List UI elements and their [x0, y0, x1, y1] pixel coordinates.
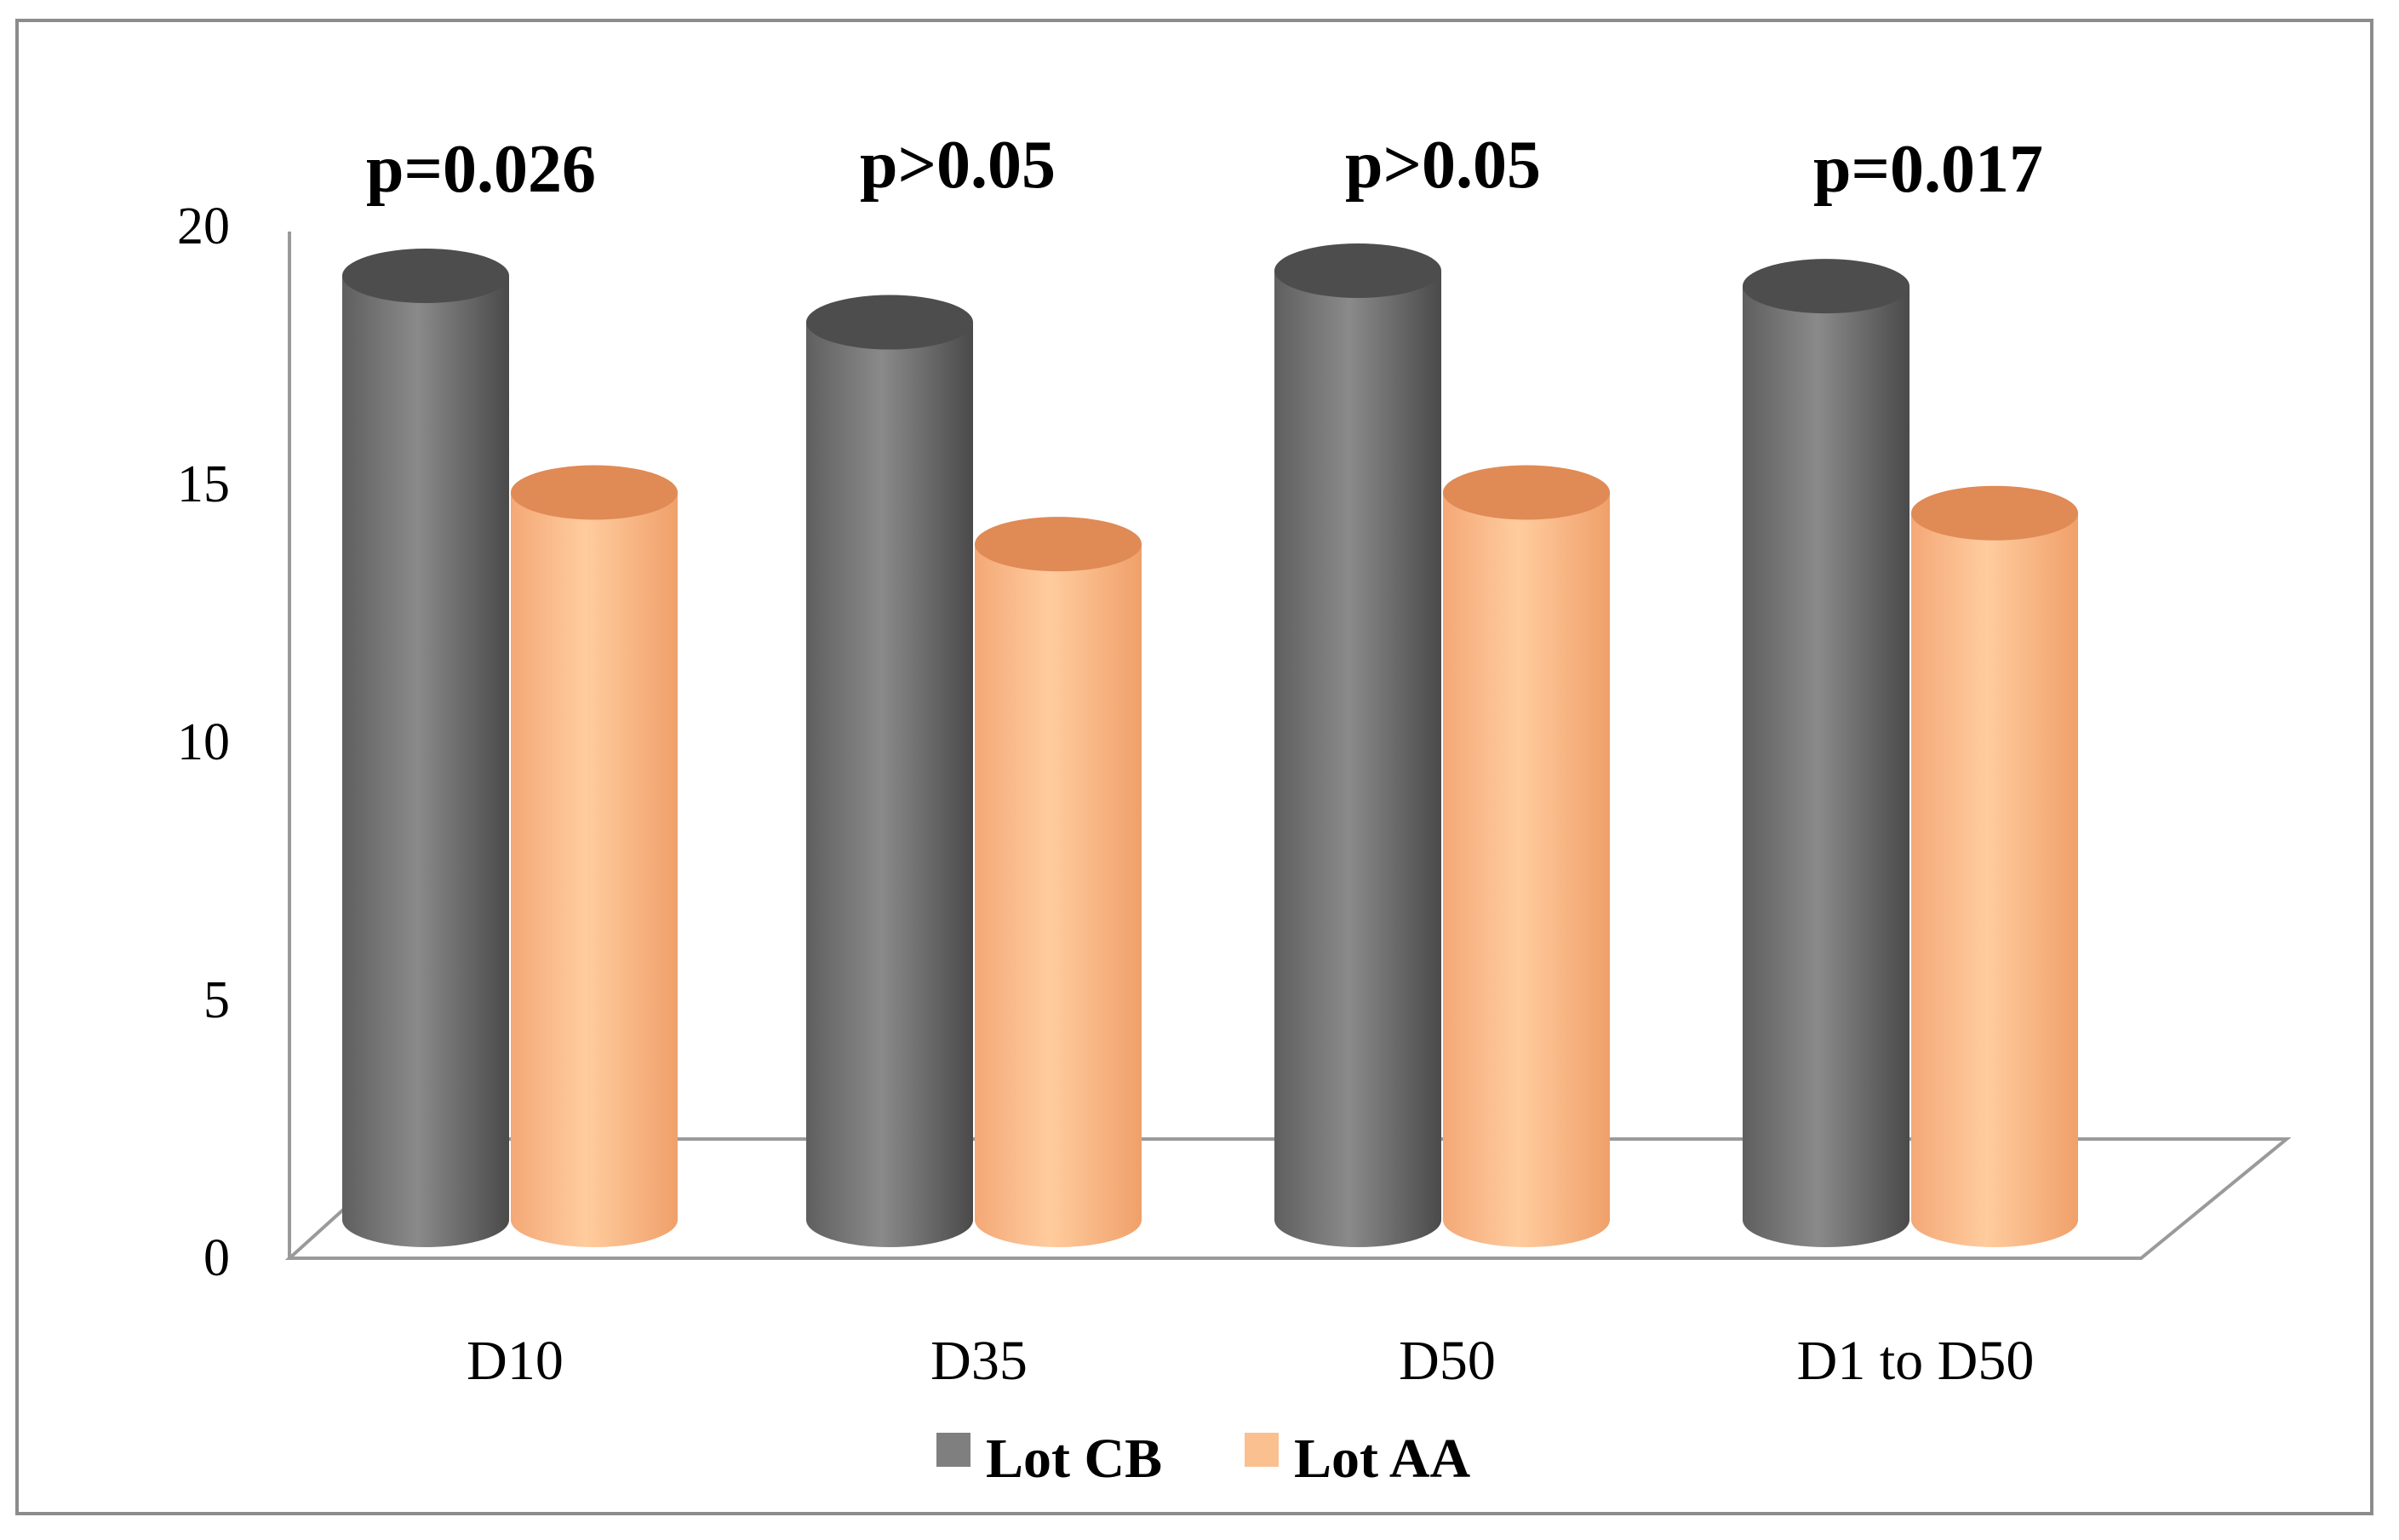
- bar-lot-aa-3: [1911, 512, 2078, 1247]
- bar-lot-aa-0: [511, 492, 678, 1247]
- p-value-label: p=0.017: [1813, 132, 2043, 207]
- y-tick-label: 10: [177, 713, 230, 771]
- bar-lot-cb-3: [1743, 286, 1909, 1247]
- y-tick-label: 5: [203, 971, 230, 1029]
- bar-top-lot-cb-0: [342, 249, 509, 304]
- legend-label-lot-cb: Lot CB: [986, 1428, 1162, 1490]
- p-value-annotations: p=0.026 p>0.05 p>0.05 p=0.017: [366, 128, 2043, 207]
- legend: Lot CB Lot AA: [936, 1428, 1471, 1490]
- bar-top-lot-aa-3: [1911, 485, 2078, 541]
- y-tick-label: 20: [177, 198, 230, 255]
- bar-lot-cb-0: [342, 276, 509, 1247]
- bar-top-lot-cb-3: [1743, 259, 1909, 314]
- bar-lot-aa-1: [975, 544, 1142, 1247]
- x-category-label: D35: [930, 1330, 1028, 1392]
- x-axis-labels: D10 D35 D50 D1 to D50: [467, 1330, 2034, 1392]
- legend-swatch-lot-aa: [1245, 1433, 1279, 1467]
- y-tick-label: 0: [203, 1229, 230, 1287]
- x-category-label: D10: [467, 1330, 564, 1392]
- bar-top-lot-aa-2: [1443, 465, 1610, 520]
- y-tick-label: 15: [177, 455, 230, 513]
- bar-top-lot-aa-0: [511, 465, 678, 520]
- y-axis-ticks: 0 5 10 15 20: [177, 198, 230, 1287]
- bar-top-lot-cb-2: [1274, 243, 1441, 298]
- bar-lot-aa-2: [1443, 492, 1610, 1247]
- bar-lot-cb-2: [1274, 270, 1441, 1248]
- legend-label-lot-aa: Lot AA: [1294, 1428, 1471, 1490]
- bars: [342, 243, 2078, 1248]
- p-value-label: p>0.05: [1345, 128, 1541, 203]
- p-value-label: p>0.05: [860, 128, 1056, 203]
- bar-top-lot-cb-1: [806, 295, 973, 350]
- p-value-label: p=0.026: [366, 132, 596, 207]
- bar-lot-cb-1: [806, 322, 973, 1247]
- legend-swatch-lot-cb: [936, 1433, 970, 1467]
- bar-top-lot-aa-1: [975, 517, 1142, 572]
- x-category-label: D50: [1399, 1330, 1496, 1392]
- x-category-label: D1 to D50: [1797, 1330, 2035, 1392]
